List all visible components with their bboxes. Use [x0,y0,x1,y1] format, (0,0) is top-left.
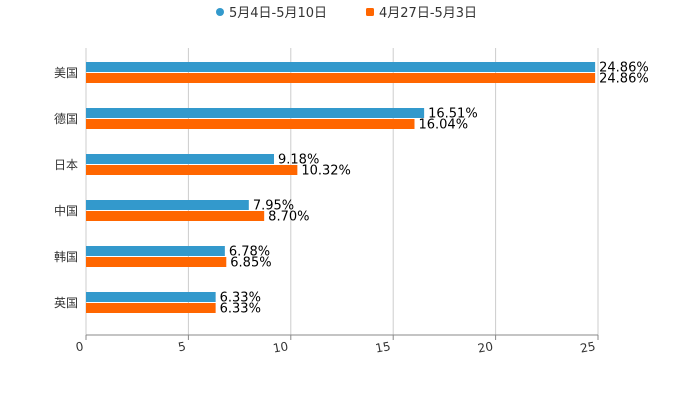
bar [86,303,216,313]
x-tick-label: 25 [579,339,596,355]
bar [86,119,415,129]
bar [86,200,249,210]
x-tick-label: 0 [75,339,85,354]
x-tick-label: 10 [272,339,289,355]
bar [86,62,596,72]
bar [86,211,265,221]
x-tick-label: 5 [177,339,187,354]
data-label: 9.18% [278,153,319,168]
data-label: 6.33% [220,302,261,317]
x-tick-label: 20 [477,339,494,355]
data-label: 6.33% [220,291,261,306]
category-label: 日本 [54,158,78,172]
data-label: 7.95% [253,199,294,214]
x-tick-label: 15 [374,339,391,355]
bar [86,73,596,83]
data-label: 16.04% [418,118,468,133]
bar [86,165,298,175]
category-label: 英国 [54,296,78,310]
bar [86,108,425,118]
data-label: 6.78% [229,245,270,260]
data-label: 10.32% [301,164,351,179]
legend-marker-square [366,8,374,16]
bar [86,154,275,164]
bar [86,292,216,302]
data-label: 6.85% [230,256,271,271]
data-label: 24.86% [599,72,649,87]
data-label: 24.86% [599,61,649,76]
data-label: 8.70% [268,210,309,225]
bar [86,246,225,256]
data-label: 16.51% [428,107,478,122]
legend-label: 5月4日-5月10日 [229,6,327,21]
category-label: 美国 [54,66,78,80]
legend-marker-circle [216,8,224,16]
category-label: 韩国 [54,249,78,264]
category-label: 德国 [54,111,78,126]
legend-label: 4月27日-5月3日 [379,6,477,21]
category-label: 中国 [54,203,78,218]
bar [86,257,227,267]
